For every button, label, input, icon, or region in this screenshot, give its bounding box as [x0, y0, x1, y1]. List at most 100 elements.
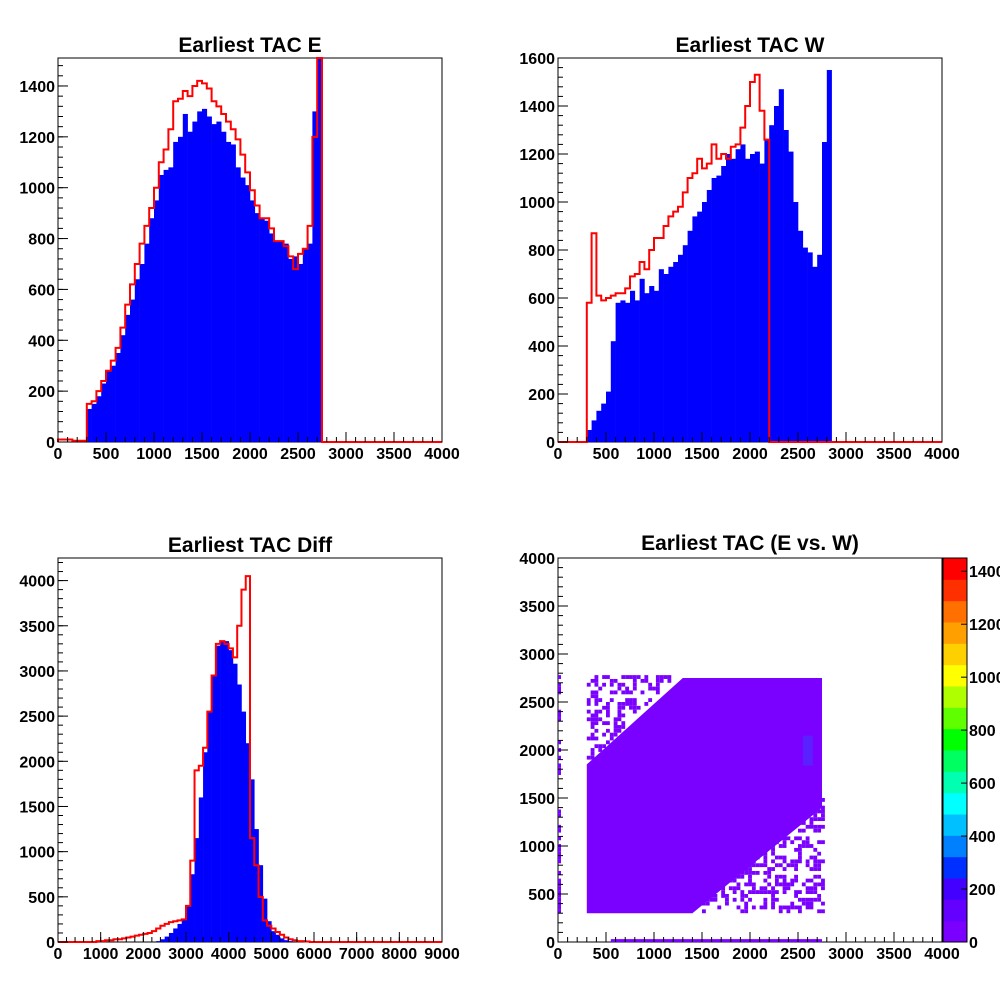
colorbar-segment: [943, 750, 967, 772]
heatmap-cell: [767, 874, 772, 879]
heatmap-cell: [771, 890, 775, 894]
heatmap-cell: [801, 882, 806, 887]
heatmap-cell: [598, 744, 603, 749]
heatmap-cell: [558, 763, 561, 768]
histogram-bar: [754, 151, 760, 442]
heatmap-cell: [606, 705, 610, 710]
heatmap-cell: [648, 682, 653, 687]
histogram-bar: [740, 144, 746, 442]
heatmap-cell: [817, 801, 822, 806]
heatmap-cell: [632, 678, 637, 683]
heatmap-cell: [774, 840, 779, 845]
heatmap-cell: [621, 690, 626, 695]
colorbar-segment: [943, 878, 967, 900]
heatmap-cell: [558, 828, 561, 833]
heatmap-cell: [558, 755, 561, 760]
histogram-bar: [711, 178, 717, 442]
heatmap-cell: [813, 874, 818, 879]
histogram-bar: [149, 218, 155, 442]
heatmap-cell: [590, 721, 595, 726]
heatmap-cell: [771, 851, 775, 856]
histogram-bar: [207, 711, 212, 942]
heatmap-cell: [558, 905, 561, 910]
heatmap-cell: [629, 702, 633, 706]
histogram-bar: [194, 838, 200, 942]
histogram-bar: [596, 410, 602, 442]
heatmap-cell: [625, 686, 630, 691]
heatmap-cell: [590, 690, 595, 695]
colorbar-tick-label: 200: [969, 882, 996, 899]
histogram-bar: [101, 383, 107, 442]
histogram-bar: [245, 185, 251, 442]
histogram-bar: [678, 254, 684, 442]
heatmap-cell: [755, 870, 760, 875]
histogram-bar: [182, 113, 188, 442]
heatmap-cell: [817, 867, 822, 871]
histogram-bar: [139, 263, 145, 442]
heatmap-cell: [821, 805, 825, 810]
heatmap-cell: [558, 855, 561, 860]
y-tick-label: 200: [528, 387, 555, 404]
heatmap-cell: [558, 859, 561, 864]
heatmap-cell: [817, 909, 822, 914]
heatmap-cell: [586, 736, 591, 741]
y-tick-label: 800: [528, 243, 555, 260]
colorbar-tick-label: 600: [969, 776, 996, 793]
histogram-bar: [697, 211, 703, 442]
x-tick-label: 2000: [732, 946, 768, 963]
x-tick-label: 1000: [136, 446, 172, 463]
heatmap-cell: [655, 678, 660, 683]
heatmap-cell: [617, 686, 622, 691]
histogram-bar: [726, 154, 732, 442]
heatmap-cell: [606, 740, 610, 745]
histogram-outline: [58, 575, 442, 943]
heatmap-cell: [617, 728, 622, 733]
heatmap-cell: [821, 901, 825, 906]
heatmap-cell: [717, 905, 722, 910]
heatmap-cell: [586, 702, 591, 706]
heatmap-cell: [813, 828, 818, 833]
heatmap-cell: [625, 702, 630, 706]
heatmap-cell: [744, 882, 749, 887]
heatmap-cell: [721, 882, 726, 887]
heatmap-cell: [798, 859, 802, 864]
heatmap-cell: [558, 813, 561, 818]
colorbar-segment: [943, 579, 967, 602]
y-tick-label: 3500: [519, 599, 555, 616]
heatmap-cell: [721, 886, 726, 891]
heatmap-cell: [801, 809, 806, 814]
heatmap-cell: [748, 870, 752, 875]
histogram-bar: [692, 216, 698, 442]
heatmap-cell: [778, 874, 783, 879]
y-tick-label: 400: [28, 333, 55, 350]
y-tick-label: 4000: [519, 551, 555, 568]
colorbar-tick-label: 0: [969, 935, 978, 952]
heatmap-cell: [632, 686, 637, 691]
heatmap-cell: [613, 728, 618, 733]
histogram-bar: [177, 923, 183, 942]
heatmap-cell: [763, 886, 768, 891]
histogram-bar: [163, 169, 169, 442]
heatmap-cell: [771, 901, 775, 906]
heatmap-cell: [558, 740, 561, 745]
histogram-bar: [190, 874, 195, 942]
heatmap-cell: [621, 702, 626, 706]
heatmap-cell: [794, 847, 798, 852]
heatmap-cell: [594, 736, 599, 741]
y-tick-label: 1000: [19, 845, 55, 862]
histogram-bar: [591, 420, 597, 442]
histogram-bar: [240, 177, 246, 442]
y-tick-label: 3000: [519, 647, 555, 664]
heatmap-cell: [778, 909, 783, 914]
histogram-bar: [817, 254, 823, 442]
histogram-bar: [284, 940, 289, 942]
colorbar-segment: [943, 835, 967, 858]
heatmap-cell: [790, 863, 795, 868]
heatmap-cell: [740, 867, 745, 871]
histogram-bar: [187, 131, 193, 442]
heatmap-cell: [805, 901, 810, 906]
x-tick-label: 6000: [296, 946, 332, 963]
heatmap-cell: [558, 713, 561, 718]
y-tick-label: 1600: [519, 51, 555, 68]
heatmap-cell: [594, 675, 599, 679]
